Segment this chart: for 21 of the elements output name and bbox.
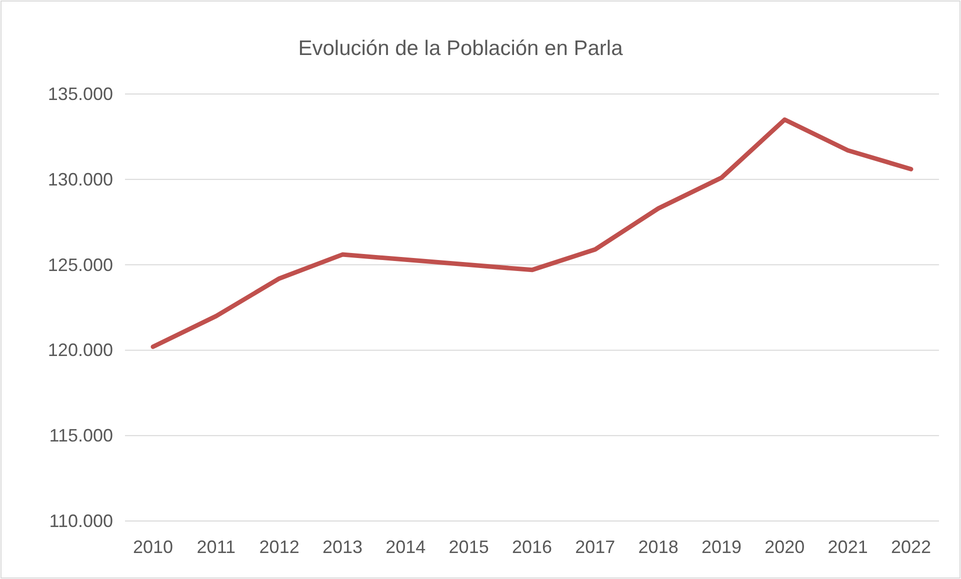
x-tick-label: 2018 — [638, 537, 678, 557]
x-tick-label: 2019 — [701, 537, 742, 557]
x-tick-label: 2013 — [322, 537, 363, 557]
y-tick-label: 120.000 — [48, 340, 113, 360]
y-tick-label: 135.000 — [48, 84, 113, 104]
x-tick-label: 2014 — [386, 537, 426, 557]
x-tick-label: 2016 — [512, 537, 552, 557]
line-series — [150, 117, 914, 350]
x-tick-label: 2022 — [890, 537, 932, 557]
y-tick-label: 110.000 — [49, 511, 113, 531]
x-tick-label: 2012 — [259, 537, 300, 557]
y-tick-label: 130.000 — [48, 169, 113, 190]
x-tick-label: 2011 — [196, 537, 236, 557]
x-tick-label: 2015 — [448, 537, 489, 557]
y-tick-label: 125.000 — [48, 254, 113, 275]
chart-title: Evolución de la Población en Parla — [298, 37, 624, 60]
x-tick-label: 2010 — [132, 537, 174, 557]
y-tick-label: 115.000 — [49, 426, 113, 446]
x-tick-label: 2021 — [828, 537, 868, 557]
x-tick-label: 2020 — [764, 537, 805, 557]
x-tick-label: 2017 — [575, 537, 616, 557]
